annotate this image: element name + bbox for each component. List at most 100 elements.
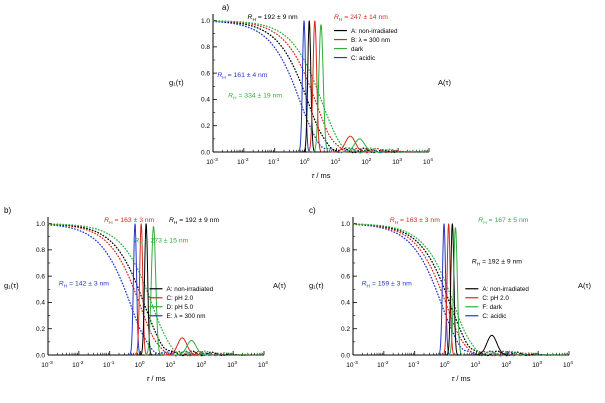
distribution-peak-green — [447, 227, 464, 356]
legend-entry: B: λ = 300 nm — [351, 37, 390, 44]
rh-annotation: RH = 159 ± 3 nm — [362, 280, 412, 289]
y-tick-label: 1.0 — [341, 221, 350, 228]
x-tick-label: 102 — [196, 360, 206, 369]
x-tick-label: 10-1 — [268, 157, 280, 166]
rh-annotation: RH = 192 ± 9 nm — [169, 217, 219, 226]
y-tick-label: 0.2 — [36, 326, 45, 333]
decay-curve-black — [352, 223, 570, 357]
x-tick-label: 10-2 — [237, 157, 249, 166]
x-tick-label: 10-1 — [408, 360, 420, 369]
rh-annotation: RH = 247 ± 14 nm — [334, 14, 388, 23]
x-axis-label: τ / ms — [311, 171, 330, 180]
y-tick-label: 1.0 — [201, 18, 210, 25]
panel-label-c: c) — [309, 206, 316, 215]
rh-annotation: RH = 142 ± 3 nm — [59, 280, 109, 289]
distribution-peak-green — [173, 339, 210, 356]
x-tick-label: 100 — [300, 157, 310, 166]
panel-label-a: a) — [222, 3, 229, 12]
x-tick-label: 102 — [361, 157, 371, 166]
x-tick-label: 101 — [330, 157, 340, 166]
x-tick-label: 103 — [227, 360, 237, 369]
legend-entry: A: non-irradiated — [167, 286, 214, 293]
legend-entry: dark — [351, 46, 364, 53]
x-tick-label: 10-2 — [377, 360, 389, 369]
distribution-peak-red — [330, 135, 371, 153]
y-axis-label: g₁(τ) — [4, 281, 19, 290]
decay-curve-red — [212, 20, 430, 154]
y-tick-label: 0.2 — [341, 326, 350, 333]
y-axis-label: g₁(τ) — [309, 281, 324, 290]
y-tick-label: 0.2 — [201, 123, 210, 130]
rh-annotation: RH = 163 ± 3 nm — [104, 217, 154, 226]
x-tick-label: 104 — [258, 360, 268, 369]
x-tick-label: 102 — [501, 360, 511, 369]
right-axis-label: A(τ) — [438, 78, 451, 87]
y-tick-label: 1.0 — [36, 221, 45, 228]
legend-entry: A: non-irradiated — [351, 28, 398, 35]
decay-curve-black — [47, 223, 265, 357]
distribution-peak-black — [445, 223, 459, 356]
decay-curve-blue — [212, 20, 430, 154]
legend-entry: F: dark — [482, 304, 502, 311]
rh-annotation: RH = 273 ± 15 nm — [134, 238, 188, 247]
decay-curve-red — [352, 223, 570, 357]
x-tick-label: 103 — [392, 157, 402, 166]
legend-entry: A: non-irradiated — [482, 286, 529, 293]
decay-curve-green — [352, 223, 570, 357]
x-tick-label: 104 — [423, 157, 433, 166]
y-axis-label: g₁(τ) — [169, 78, 184, 87]
right-axis-label: A(τ) — [273, 281, 286, 290]
x-tick-label: 101 — [470, 360, 480, 369]
decay-curve-red — [47, 223, 265, 357]
distribution-peak-blue — [128, 223, 142, 356]
y-tick-label: 0.8 — [201, 44, 210, 51]
decay-curve-blue — [47, 224, 265, 357]
panel-c-chart: 10-3 10-2 10-1 100 101 102 103 104 0.0 0.2 0.4 0.6 0… — [309, 206, 591, 383]
rh-annotation: RH = 163 ± 3 nm — [390, 217, 440, 226]
legend-entry: C: acidic — [482, 313, 506, 320]
decay-curve-black — [212, 20, 430, 154]
x-axis-label: τ / ms — [451, 374, 470, 383]
y-tick-label: 0.0 — [201, 149, 210, 156]
legend-entry: C: pH 2.0 — [482, 295, 509, 302]
y-tick-label: 0.8 — [36, 247, 45, 254]
right-axis-label: A(τ) — [578, 281, 591, 290]
rh-annotation: RH = 192 ± 9 nm — [472, 258, 522, 267]
distribution-peak-blue — [297, 20, 311, 153]
rh-annotation: RH = 161 ± 4 nm — [217, 72, 267, 81]
x-tick-label: 101 — [165, 360, 175, 369]
distribution-peak-green — [144, 226, 163, 356]
rh-annotation: RH = 192 ± 9 nm — [248, 14, 298, 23]
legend-entry: D: pH 5.0 — [167, 304, 194, 311]
y-tick-label: 0.4 — [201, 97, 210, 104]
distribution-peak-green — [312, 24, 330, 153]
distribution-peak-black — [302, 20, 316, 153]
legend-entry: C: pH 2.0 — [167, 295, 194, 302]
legend-entry: C: acidic — [351, 55, 375, 62]
distribution-peak-red — [163, 337, 201, 356]
x-tick-label: 104 — [563, 360, 573, 369]
panel-a-chart: 10-3 10-2 10-1 100 101 102 103 104 0.0 0.2 0.4 0.6 0… — [169, 3, 451, 180]
x-axis-label: τ / ms — [146, 374, 165, 383]
y-tick-label: 0.4 — [36, 300, 45, 307]
distribution-peak-green — [339, 138, 380, 153]
panel-b-chart: 10-3 10-2 10-1 100 101 102 103 104 0.0 0.2 0.4 0.6 0… — [4, 206, 286, 383]
y-tick-label: 0.8 — [341, 247, 350, 254]
x-tick-label: 10-1 — [103, 360, 115, 369]
decay-curve-green — [212, 20, 430, 154]
decay-curve-green — [47, 223, 265, 357]
y-tick-label: 0.6 — [341, 273, 350, 280]
distribution-peak-red — [442, 223, 456, 356]
y-tick-label: 0.4 — [341, 300, 350, 307]
decay-curve-blue — [352, 223, 570, 357]
distribution-peak-red — [307, 20, 323, 153]
distribution-peak-black — [472, 334, 512, 356]
legend-entry: E: λ = 300 nm — [167, 313, 206, 320]
x-tick-label: 100 — [440, 360, 450, 369]
x-tick-label: 10-3 — [41, 360, 53, 369]
x-tick-label: 10-3 — [346, 360, 358, 369]
y-tick-label: 0.6 — [36, 273, 45, 280]
x-tick-label: 100 — [135, 360, 145, 369]
x-tick-label: 10-2 — [72, 360, 84, 369]
